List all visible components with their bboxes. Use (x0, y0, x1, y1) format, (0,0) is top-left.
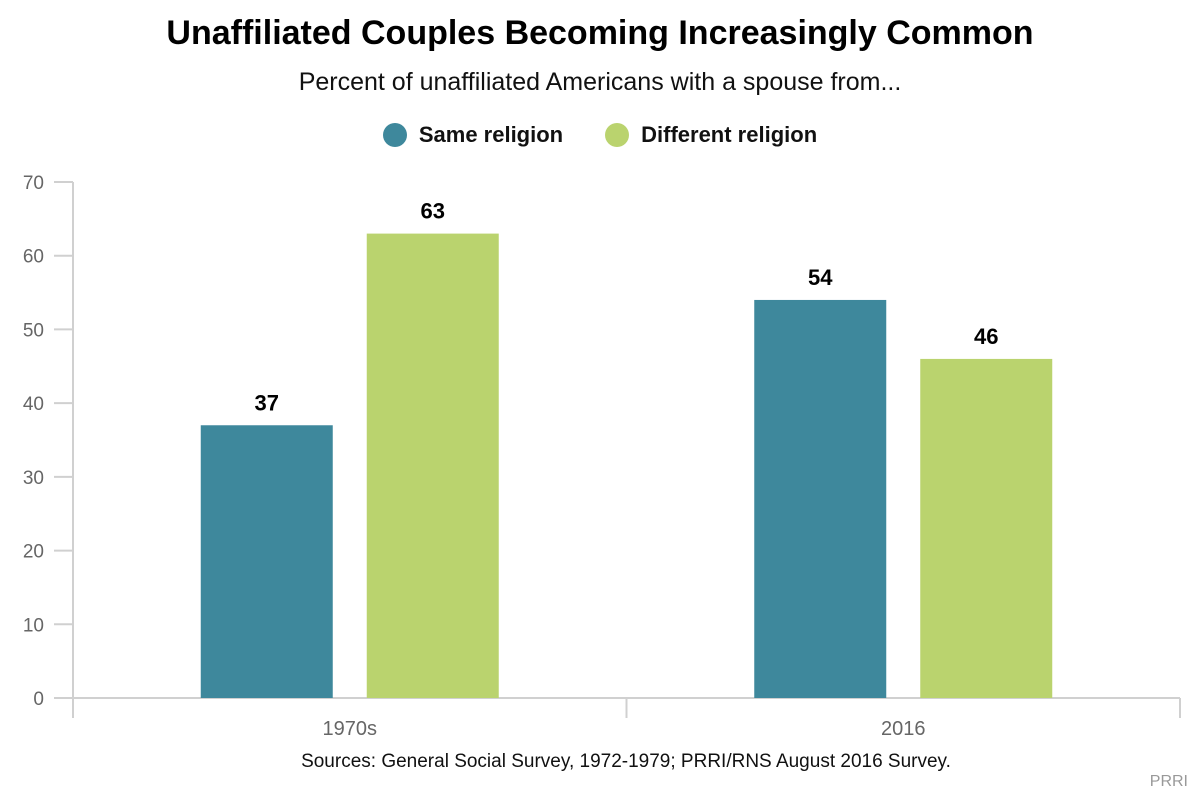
data-label-same-religion-1970s: 37 (255, 390, 279, 415)
legend-marker-same-religion (382, 123, 407, 147)
data-label-same-religion-2016: 54 (808, 265, 833, 290)
y-tick-label: 20 (23, 542, 44, 563)
y-tick-label: 40 (23, 394, 44, 415)
y-tick-label: 50 (23, 320, 44, 341)
source-note: Sources: General Social Survey, 1972-197… (301, 751, 951, 772)
chart-subtitle: Percent of unaffiliated Americans with a… (298, 68, 902, 96)
chart-title: Unaffiliated Couples Becoming Increasing… (166, 14, 1034, 52)
legend-item-different-religion[interactable]: Different religion (605, 122, 817, 148)
data-label-different-religion-1970s: 63 (421, 199, 445, 224)
legend-label-same-religion: Same religion (418, 122, 564, 147)
bar-different-religion-2016 (920, 358, 1053, 698)
bar-same-religion-1970s (200, 425, 333, 698)
bar-different-religion-1970s (366, 233, 499, 698)
data-label-different-religion-2016: 46 (974, 324, 998, 349)
x-category-label: 2016 (881, 718, 926, 740)
x-category-label: 1970s (323, 718, 378, 740)
legend-marker-different-religion (605, 123, 630, 147)
legend-item-same-religion[interactable]: Same religion (382, 122, 564, 148)
y-tick-label: 30 (23, 468, 44, 489)
credit-label: PRRI (1149, 773, 1188, 790)
legend: Same religion Different religion (0, 122, 1200, 148)
bar-same-religion-2016 (754, 299, 887, 698)
y-tick-label: 60 (23, 247, 44, 268)
y-tick-label: 10 (23, 615, 44, 636)
y-tick-label: 70 (23, 173, 44, 194)
y-tick-label: 0 (33, 689, 44, 710)
legend-label-different-religion: Different religion (641, 122, 818, 147)
